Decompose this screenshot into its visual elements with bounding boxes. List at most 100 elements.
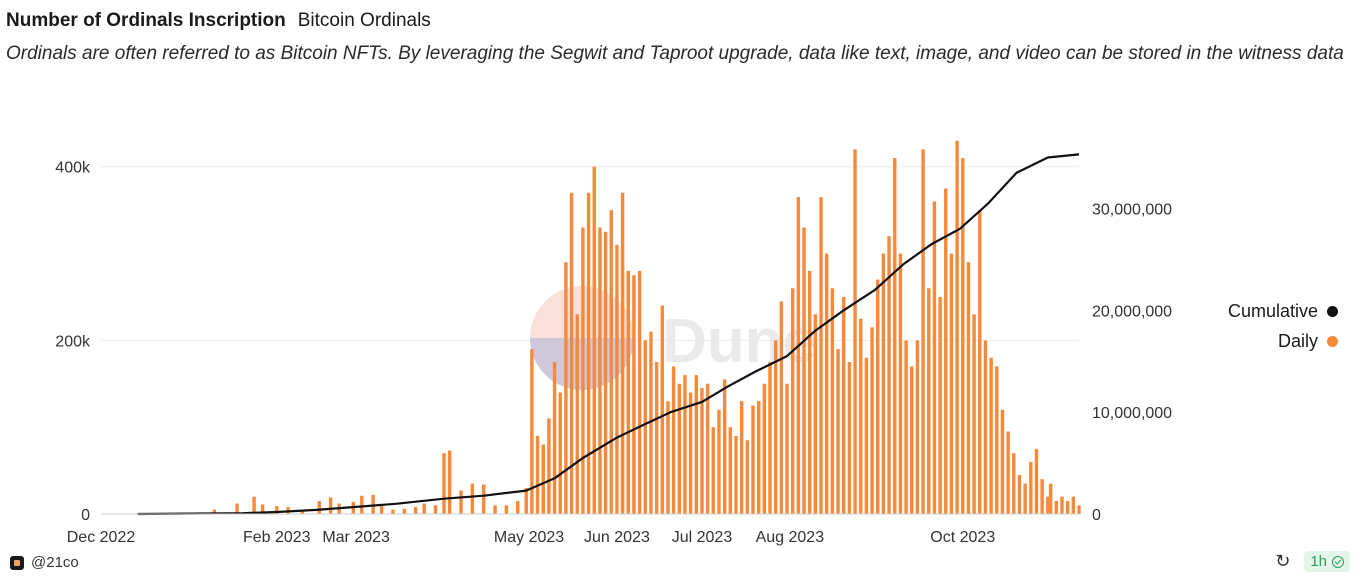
daily-bar: [328, 497, 333, 514]
daily-bar: [447, 450, 452, 514]
check-circle-icon: [1332, 555, 1344, 568]
y-right-tick-label: 30,000,000: [1092, 201, 1172, 218]
daily-bar: [524, 487, 528, 514]
daily-bar: [722, 379, 727, 514]
daily-bar: [1017, 474, 1022, 514]
daily-bar: [677, 383, 681, 514]
daily-bar: [413, 507, 418, 514]
daily-bar: [317, 500, 321, 514]
x-tick-label: Dec 2022: [67, 529, 136, 546]
legend-dot-daily: [1327, 335, 1338, 347]
daily-bar: [796, 197, 801, 515]
daily-bar: [995, 366, 999, 514]
y-right-tick-label: 20,000,000: [1092, 303, 1172, 320]
x-tick-label: Feb 2023: [243, 529, 311, 546]
daily-bar: [654, 362, 659, 514]
x-axis: Dec 2022 Feb 2023 Mar 2023 May 2023 Jun 2023…: [67, 529, 996, 546]
daily-bar: [609, 210, 613, 514]
daily-bar: [700, 388, 704, 514]
daily-bar: [1029, 461, 1033, 514]
daily-bar: [671, 366, 676, 514]
daily-bar: [949, 253, 954, 515]
daily-bar: [442, 453, 446, 514]
daily-bar: [938, 296, 942, 514]
daily-bar: [813, 314, 818, 514]
daily-bar: [592, 166, 596, 515]
daily-bar: [433, 505, 438, 514]
y-left-tick-label: 200k: [55, 333, 91, 350]
daily-bar: [705, 383, 710, 514]
daily-bar: [887, 236, 891, 514]
daily-bar: [620, 192, 625, 514]
daily-bar: [235, 503, 239, 514]
daily-bar: [966, 262, 971, 514]
x-tick-label: Oct 2023: [930, 529, 995, 546]
daily-bar: [1034, 448, 1039, 514]
daily-bar: [881, 253, 886, 515]
daily-bar: [470, 483, 475, 514]
daily-bar: [773, 340, 778, 514]
daily-bar: [808, 270, 812, 514]
refresh-icon[interactable]: ↻: [1275, 551, 1291, 571]
daily-bar: [643, 340, 647, 514]
daily-bar: [1040, 479, 1044, 514]
daily-bar: [989, 357, 993, 514]
daily-bar: [252, 496, 256, 514]
daily-bar: [756, 401, 761, 514]
daily-bar: [802, 227, 806, 514]
y-axis-right: 0 10,000,000 20,000,000 30,000,000: [1092, 201, 1172, 524]
daily-bar: [422, 503, 426, 514]
daily-bar: [915, 340, 920, 514]
daily-bar: [836, 349, 840, 514]
daily-bar: [402, 508, 407, 514]
daily-bar: [575, 314, 579, 514]
daily-bar: [275, 506, 279, 514]
y-right-tick-label: 10,000,000: [1092, 405, 1172, 422]
daily-bar: [876, 279, 880, 514]
daily-bar: [649, 331, 653, 514]
daily-bar: [910, 366, 914, 514]
daily-bar: [459, 490, 463, 514]
daily-bar: [391, 509, 395, 514]
daily-bar: [978, 210, 982, 514]
author-link[interactable]: @21co: [10, 554, 79, 571]
daily-bar: [212, 509, 217, 514]
legend-item-cumulative[interactable]: Cumulative: [1228, 296, 1338, 326]
daily-bar: [779, 301, 784, 514]
daily-bar: [921, 149, 925, 515]
daily-bar: [1054, 500, 1059, 514]
daily-bar: [615, 244, 619, 515]
chart-description: Ordinals are often referred to as Bitcoi…: [6, 43, 1344, 64]
daily-bar: [717, 409, 721, 514]
legend-label-daily: Daily: [1277, 330, 1318, 351]
daily-bar: [745, 440, 750, 514]
daily-bar: [379, 505, 384, 514]
daily-bar: [1048, 483, 1053, 514]
daily-bar: [558, 392, 562, 514]
daily-bar: [371, 494, 375, 514]
daily-bar: [904, 340, 908, 514]
daily-bar: [790, 288, 795, 514]
y-left-tick-label: 400k: [55, 160, 91, 177]
daily-bars: [136, 140, 1081, 515]
daily-bar: [1060, 496, 1064, 514]
daily-bar: [516, 500, 520, 514]
daily-bar: [586, 192, 591, 514]
dune-logo-icon: [10, 555, 24, 570]
daily-bar: [603, 231, 608, 514]
daily-bar: [535, 435, 540, 514]
refresh-badge[interactable]: 1h: [1304, 551, 1350, 572]
legend: Cumulative Daily: [1228, 296, 1338, 356]
daily-bar: [552, 362, 557, 514]
daily-bar: [260, 504, 265, 514]
legend-label-cumulative: Cumulative: [1227, 300, 1318, 321]
author-handle: @21co: [31, 554, 79, 571]
daily-bar: [1046, 496, 1050, 514]
daily-bar: [864, 357, 869, 514]
refresh-badge-label: 1h: [1310, 553, 1327, 570]
daily-bar: [842, 296, 846, 514]
daily-bar: [711, 427, 716, 514]
x-tick-label: Jun 2023: [584, 529, 650, 546]
legend-item-daily[interactable]: Daily: [1228, 326, 1338, 356]
